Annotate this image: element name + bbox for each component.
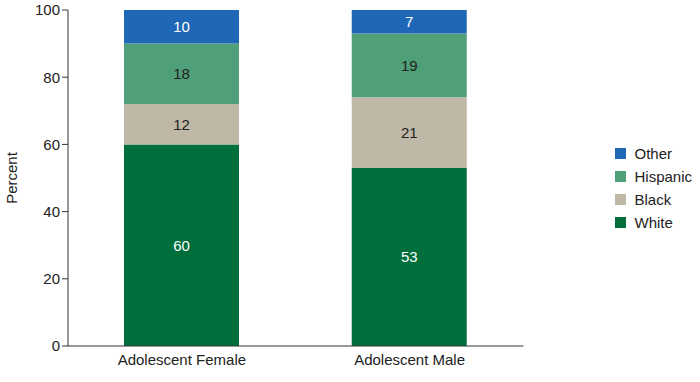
svg-text:Percent: Percent — [3, 151, 20, 204]
svg-text:60: 60 — [43, 136, 60, 153]
svg-text:10: 10 — [173, 18, 190, 35]
html-text:Black: Black — [634, 191, 672, 208]
html-text:White: White — [634, 214, 673, 231]
svg-text:Adolescent Female: Adolescent Female — [118, 351, 246, 368]
svg-text:19: 19 — [401, 57, 418, 74]
svg-text:18: 18 — [173, 65, 190, 82]
svg-text:20: 20 — [43, 270, 60, 287]
svg-text:21: 21 — [401, 124, 418, 141]
html-text:Hispanic: Hispanic — [634, 168, 692, 185]
svg-text:12: 12 — [173, 116, 190, 133]
svg-text:Adolescent Male: Adolescent Male — [354, 351, 465, 368]
html-text:Other: Other — [634, 145, 672, 162]
svg-text:60: 60 — [173, 237, 190, 254]
svg-text:100: 100 — [35, 1, 60, 18]
svg-text:40: 40 — [43, 203, 60, 220]
svg-text:80: 80 — [43, 69, 60, 86]
svg-text:7: 7 — [405, 13, 413, 30]
svg-text:53: 53 — [401, 248, 418, 265]
svg-text:0: 0 — [52, 337, 60, 354]
